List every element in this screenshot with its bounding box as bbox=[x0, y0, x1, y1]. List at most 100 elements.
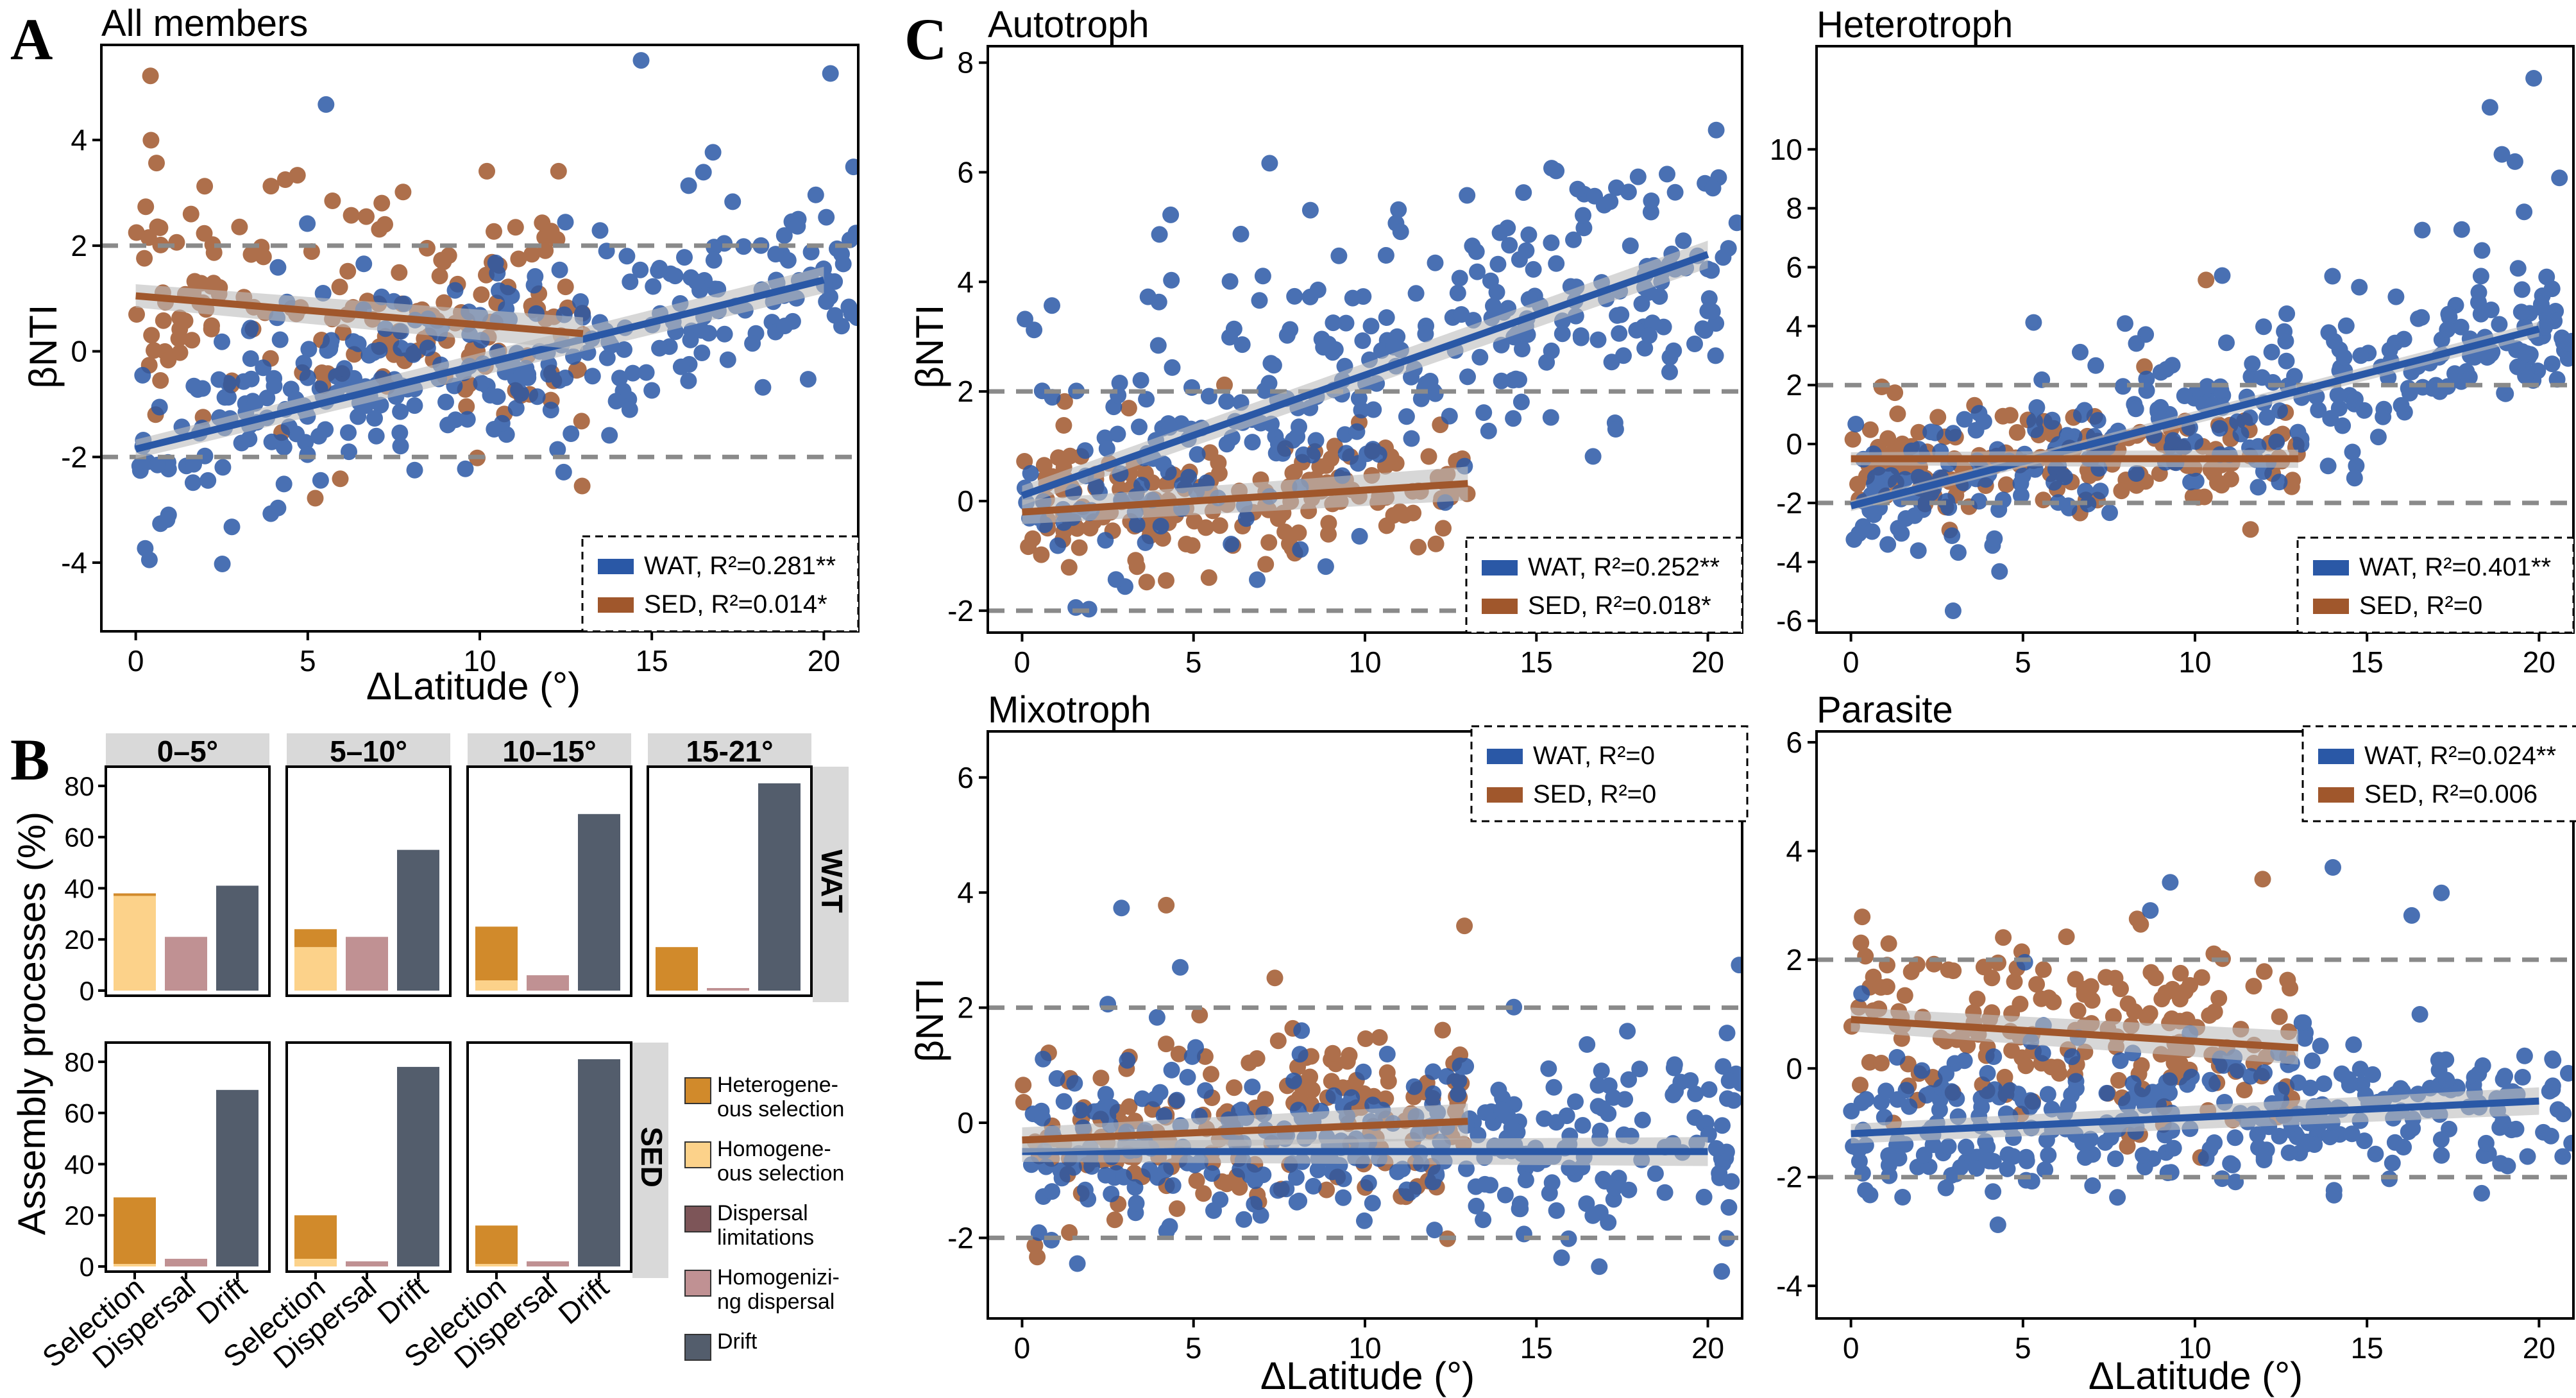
point-wat bbox=[1218, 393, 1235, 410]
point-wat bbox=[1665, 1059, 1682, 1077]
point-wat bbox=[1518, 242, 1535, 259]
point-wat bbox=[2375, 408, 2392, 425]
point-wat bbox=[1543, 1174, 1561, 1191]
point-wat bbox=[406, 461, 423, 479]
point-wat bbox=[2098, 1084, 2115, 1102]
point-wat bbox=[312, 472, 329, 489]
point-sed bbox=[1169, 1200, 1185, 1217]
point-wat bbox=[2127, 400, 2144, 418]
point-wat bbox=[2512, 303, 2530, 321]
point-wat bbox=[1292, 541, 1309, 558]
point-wat bbox=[344, 333, 362, 350]
point-wat bbox=[1505, 410, 1522, 427]
point-wat bbox=[1514, 341, 1530, 357]
point-wat bbox=[1728, 214, 1742, 232]
point-wat bbox=[269, 259, 287, 276]
bar-drift bbox=[578, 814, 620, 991]
point-wat bbox=[1359, 445, 1376, 463]
strip-bin-label: 10–15° bbox=[502, 735, 596, 768]
point-sed bbox=[1138, 574, 1155, 591]
point-wat bbox=[1857, 1182, 1874, 1199]
point-wat bbox=[1164, 1177, 1182, 1194]
point-wat bbox=[1163, 1061, 1180, 1078]
point-wat bbox=[1515, 184, 1532, 201]
point-wat bbox=[1543, 342, 1560, 359]
point-wat bbox=[1952, 1159, 1969, 1176]
point-wat bbox=[1115, 1168, 1133, 1186]
point-wat bbox=[2519, 1148, 2536, 1165]
point-sed bbox=[1324, 1044, 1341, 1062]
y-tick-label: 6 bbox=[957, 761, 974, 794]
point-sed bbox=[2006, 973, 2023, 990]
point-wat bbox=[1421, 373, 1439, 389]
point-sed bbox=[358, 208, 375, 225]
bar-heterogeneous-selection bbox=[475, 926, 518, 981]
point-wat bbox=[645, 278, 662, 295]
point-wat bbox=[1459, 368, 1476, 386]
y-tick-label: 2 bbox=[957, 991, 974, 1025]
facet-wat-0: 0 20 40 60 80 bbox=[64, 765, 271, 1006]
bar-homogeneous-selection bbox=[114, 896, 156, 991]
point-wat bbox=[616, 341, 632, 358]
point-wat bbox=[1278, 327, 1296, 344]
point-wat bbox=[2241, 409, 2258, 426]
point-wat bbox=[2109, 1189, 2126, 1206]
point-sed bbox=[1257, 556, 1275, 573]
point-wat bbox=[2080, 495, 2097, 513]
bar-heterogeneous-selection bbox=[294, 929, 337, 948]
point-wat bbox=[1017, 311, 1033, 328]
bar-homogeneous-selection bbox=[294, 1259, 337, 1266]
point-wat bbox=[2244, 355, 2261, 372]
point-wat bbox=[1405, 1181, 1422, 1198]
y-tick-label: 2 bbox=[1786, 943, 1802, 976]
point-wat bbox=[618, 248, 636, 265]
point-wat bbox=[1931, 1101, 1948, 1118]
y-tick-label: 2 bbox=[1786, 368, 1802, 402]
point-wat bbox=[1348, 423, 1366, 440]
point-wat bbox=[2014, 1092, 2031, 1109]
point-wat bbox=[1565, 231, 1582, 248]
point-sed bbox=[176, 312, 194, 330]
point-wat bbox=[845, 158, 858, 176]
point-wat bbox=[1113, 899, 1130, 917]
point-wat bbox=[1915, 1147, 1933, 1164]
point-wat bbox=[1097, 1166, 1114, 1184]
point-wat bbox=[2312, 1037, 2329, 1055]
point-wat bbox=[2343, 1125, 2360, 1143]
point-wat bbox=[621, 401, 638, 418]
point-wat bbox=[1896, 471, 1913, 488]
panel-title-parasite: Parasite bbox=[1817, 689, 1953, 731]
point-sed bbox=[1410, 538, 1427, 556]
point-wat bbox=[1037, 1158, 1055, 1175]
point-wat bbox=[2039, 1086, 2056, 1103]
point-sed bbox=[2211, 475, 2228, 492]
point-sed bbox=[377, 216, 393, 233]
point-sed bbox=[160, 352, 177, 369]
point-wat bbox=[1711, 1164, 1728, 1182]
point-wat bbox=[1715, 1058, 1732, 1075]
regression-line-sed bbox=[1022, 480, 1468, 516]
y-tick-label: 8 bbox=[957, 46, 974, 80]
point-wat bbox=[1205, 1202, 1222, 1219]
point-sed bbox=[1055, 417, 1072, 434]
point-wat bbox=[1513, 393, 1530, 411]
point-wat bbox=[1449, 284, 1466, 302]
point-wat bbox=[1715, 249, 1732, 266]
point-wat bbox=[2470, 284, 2487, 301]
point-wat bbox=[1233, 336, 1251, 354]
plot-area-autotroph bbox=[988, 121, 1742, 618]
point-wat bbox=[1941, 1084, 1958, 1101]
point-wat bbox=[598, 349, 616, 366]
point-wat bbox=[2072, 343, 2089, 361]
point-wat bbox=[2038, 1131, 2055, 1148]
point-wat bbox=[2226, 1129, 2244, 1147]
x-tick-label: 20 bbox=[1691, 1331, 1724, 1365]
point-wat bbox=[1337, 445, 1355, 462]
bar-homogenizing-dispersal bbox=[527, 975, 569, 991]
point-wat bbox=[1285, 1072, 1302, 1089]
point-wat bbox=[1152, 518, 1169, 535]
legend-box bbox=[581, 535, 860, 633]
point-wat bbox=[2278, 305, 2296, 322]
point-sed bbox=[1128, 558, 1146, 575]
